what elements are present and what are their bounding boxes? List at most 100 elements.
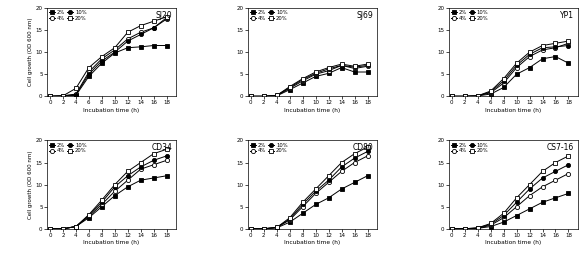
4%: [325, 69, 332, 72]
10%: [487, 223, 494, 226]
2%: [364, 70, 371, 74]
2%: [474, 94, 481, 97]
20%: [299, 201, 306, 204]
2%: [325, 196, 332, 200]
10%: [98, 201, 105, 204]
4%: [150, 163, 157, 166]
20%: [112, 183, 119, 186]
20%: [474, 226, 481, 230]
10%: [474, 94, 481, 97]
20%: [85, 213, 92, 216]
20%: [273, 94, 280, 97]
4%: [526, 194, 533, 197]
2%: [513, 73, 520, 76]
20%: [163, 15, 170, 18]
X-axis label: Incubation time (h): Incubation time (h): [485, 240, 541, 245]
2%: [552, 55, 559, 58]
20%: [47, 95, 54, 98]
20%: [474, 94, 481, 97]
Line: 10%: 10%: [249, 149, 370, 231]
20%: [351, 152, 358, 155]
2%: [273, 226, 280, 230]
Text: CS7-16: CS7-16: [547, 143, 574, 152]
4%: [260, 95, 267, 98]
Text: YP1: YP1: [560, 11, 574, 20]
10%: [112, 51, 119, 54]
2%: [47, 227, 54, 230]
20%: [60, 94, 67, 97]
4%: [299, 205, 306, 208]
4%: [312, 192, 319, 195]
2%: [461, 227, 468, 230]
Line: 4%: 4%: [249, 154, 370, 231]
2%: [351, 70, 358, 74]
20%: [565, 154, 572, 157]
4%: [286, 87, 293, 90]
Y-axis label: Cell growth (OD 600 nm): Cell growth (OD 600 nm): [28, 18, 33, 86]
4%: [273, 226, 280, 229]
2%: [273, 94, 280, 97]
4%: [60, 227, 67, 230]
2%: [286, 88, 293, 91]
10%: [60, 94, 67, 97]
2%: [325, 72, 332, 75]
4%: [526, 55, 533, 58]
20%: [526, 183, 533, 186]
10%: [72, 93, 79, 96]
4%: [351, 67, 358, 70]
Text: SJ20: SJ20: [156, 11, 172, 20]
20%: [500, 212, 507, 215]
20%: [98, 55, 105, 58]
Legend: 2%, 4%, 10%, 20%: 2%, 4%, 10%, 20%: [450, 10, 489, 21]
4%: [163, 159, 170, 162]
X-axis label: Incubation time (h): Incubation time (h): [84, 107, 140, 113]
4%: [513, 205, 520, 208]
4%: [60, 94, 67, 97]
4%: [449, 227, 456, 230]
10%: [98, 59, 105, 63]
20%: [60, 227, 67, 230]
4%: [513, 66, 520, 69]
2%: [449, 227, 456, 230]
2%: [124, 46, 131, 49]
4%: [449, 95, 456, 98]
10%: [461, 227, 468, 230]
Line: 4%: 4%: [450, 41, 571, 98]
10%: [137, 33, 144, 36]
10%: [513, 201, 520, 204]
2%: [47, 95, 54, 98]
Line: 20%: 20%: [249, 145, 370, 231]
20%: [98, 198, 105, 202]
10%: [260, 227, 267, 230]
10%: [338, 64, 345, 67]
4%: [351, 161, 358, 164]
4%: [112, 190, 119, 193]
2%: [260, 95, 267, 98]
10%: [85, 73, 92, 76]
10%: [449, 227, 456, 230]
20%: [565, 40, 572, 43]
4%: [47, 95, 54, 98]
Text: SJ69: SJ69: [357, 11, 373, 20]
10%: [137, 165, 144, 169]
20%: [137, 24, 144, 27]
20%: [260, 95, 267, 98]
10%: [260, 95, 267, 98]
4%: [487, 91, 494, 94]
2%: [98, 205, 105, 208]
2%: [500, 221, 507, 224]
2%: [112, 51, 119, 55]
20%: [325, 174, 332, 177]
4%: [47, 227, 54, 230]
20%: [449, 95, 456, 98]
2%: [248, 95, 255, 98]
20%: [72, 87, 79, 90]
20%: [338, 63, 345, 66]
4%: [364, 65, 371, 68]
20%: [124, 31, 131, 34]
10%: [351, 65, 358, 69]
Line: 4%: 4%: [48, 158, 169, 231]
4%: [260, 227, 267, 230]
20%: [286, 85, 293, 88]
10%: [500, 214, 507, 217]
